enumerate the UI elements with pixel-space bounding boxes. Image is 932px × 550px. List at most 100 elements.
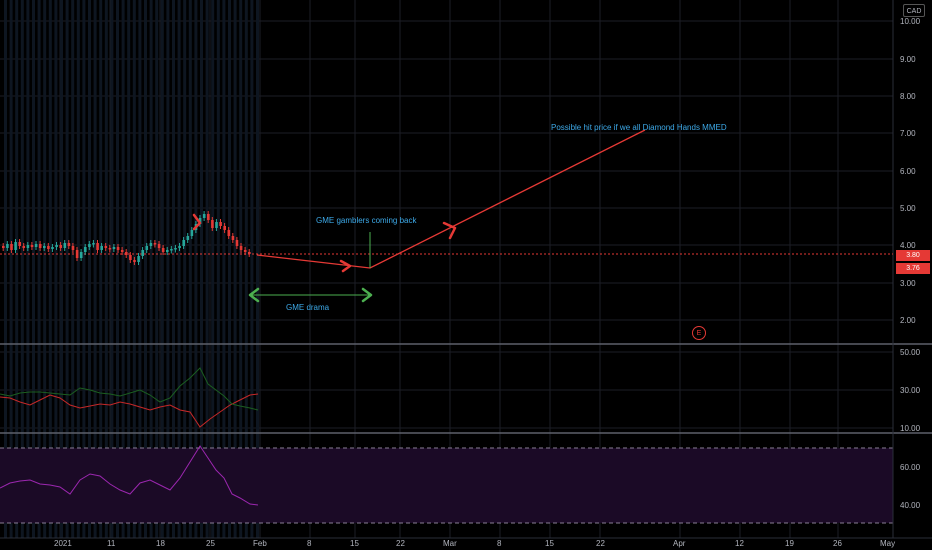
candle-body (92, 243, 95, 245)
candle-body (63, 243, 67, 248)
currency-button[interactable]: CAD (903, 4, 925, 17)
session-stripe (177, 0, 181, 538)
session-stripe (239, 0, 243, 538)
session-stripe (65, 0, 69, 538)
arrowhead-icon (442, 221, 457, 240)
candle-body (43, 246, 46, 248)
session-stripe (211, 0, 215, 538)
candle-body (2, 246, 5, 248)
candle-body (75, 250, 79, 258)
candle-body (30, 245, 34, 247)
candle-body (38, 244, 42, 248)
dmi-red-line (0, 393, 259, 428)
candle-body (202, 214, 206, 218)
x-tick: May (880, 539, 895, 548)
arrowhead-icon (339, 259, 352, 273)
session-stripe (104, 0, 108, 538)
y-tick: 7.00 (900, 129, 916, 138)
session-stripe (233, 0, 237, 538)
dmi-green-line (0, 367, 259, 411)
candle-body (18, 242, 21, 246)
y-tick: 40.00 (900, 501, 921, 510)
session-stripe (82, 0, 86, 538)
candle-body (67, 243, 71, 246)
candle-body (14, 242, 17, 250)
gme-drama-range-arrow[interactable] (248, 287, 373, 303)
session-stripe (144, 0, 147, 538)
candle-body (96, 243, 99, 250)
prediction-drawing[interactable] (192, 129, 646, 273)
candle-body (120, 250, 124, 252)
x-tick: 2021 (54, 539, 72, 548)
candle-body (149, 243, 153, 246)
y-tick: 60.00 (900, 463, 921, 472)
candle-body (100, 246, 103, 250)
x-tick: 19 (785, 539, 794, 548)
candle-body (51, 247, 54, 249)
candle-body (243, 250, 247, 252)
y-tick: 2.00 (900, 316, 916, 325)
candle-body (84, 247, 87, 252)
x-tick: 8 (497, 539, 502, 548)
x-tick: 11 (107, 539, 116, 548)
session-stripe (20, 0, 24, 538)
candle-body (235, 240, 239, 246)
session-stripe (127, 0, 131, 538)
candle-body (186, 236, 190, 240)
session-stripe (99, 0, 103, 538)
annotation-gme-gamblers[interactable]: GME gamblers coming back (316, 216, 417, 225)
session-stripe (138, 0, 142, 538)
session-stripe (160, 0, 164, 538)
session-stripe (116, 0, 119, 538)
candle-body (125, 252, 128, 255)
candle-body (170, 249, 173, 251)
earnings-icon[interactable]: E (692, 326, 706, 340)
x-tick: Mar (443, 539, 457, 548)
x-tick: 25 (206, 539, 215, 548)
session-stripe (4, 0, 7, 538)
x-tick: 26 (833, 539, 842, 548)
candle-body (153, 243, 157, 245)
last-price-tag: 3.80 (896, 250, 930, 261)
candle-body (116, 247, 120, 250)
y-tick: 5.00 (900, 204, 916, 213)
session-stripes (4, 0, 259, 538)
session-stripe (166, 0, 170, 538)
candle-body (219, 222, 222, 226)
candle-body (227, 230, 231, 236)
session-stripe (194, 0, 198, 538)
candle-body (137, 256, 140, 262)
annotation-gme-drama[interactable]: GME drama (286, 303, 330, 312)
session-stripe (222, 0, 226, 538)
session-stripe (216, 0, 220, 538)
session-stripe (76, 0, 80, 538)
candle-body (231, 236, 235, 240)
session-stripe (54, 0, 58, 538)
candle-body (248, 252, 251, 254)
candle-body (59, 245, 62, 248)
candle-body (55, 245, 58, 247)
candle-body (239, 246, 243, 250)
session-stripe (183, 0, 187, 538)
annotation-possible-hit[interactable]: Possible hit price if we all Diamond Han… (551, 123, 727, 132)
session-stripe (228, 0, 231, 538)
time-axis[interactable]: 2021 11 18 25 Feb 8 15 22 Mar 8 15 22 Ap… (54, 539, 895, 548)
y-tick: 8.00 (900, 92, 916, 101)
y-tick: 9.00 (900, 55, 916, 64)
candle-body (166, 250, 169, 252)
arrowhead-icon (192, 213, 202, 231)
session-stripe (110, 0, 114, 538)
y-tick: 3.00 (900, 279, 916, 288)
candle-body (47, 246, 50, 249)
price-axis[interactable]: 10.00 9.00 8.00 7.00 6.00 5.00 4.00 3.00… (900, 17, 921, 510)
candle-body (157, 244, 161, 248)
candle-body (22, 246, 26, 248)
y-tick: 50.00 (900, 348, 921, 357)
candle-body (112, 247, 116, 249)
candle-body (34, 244, 38, 247)
candle-body (223, 226, 226, 230)
candle-body (207, 214, 210, 220)
y-tick: 6.00 (900, 167, 916, 176)
x-tick: 12 (735, 539, 744, 548)
